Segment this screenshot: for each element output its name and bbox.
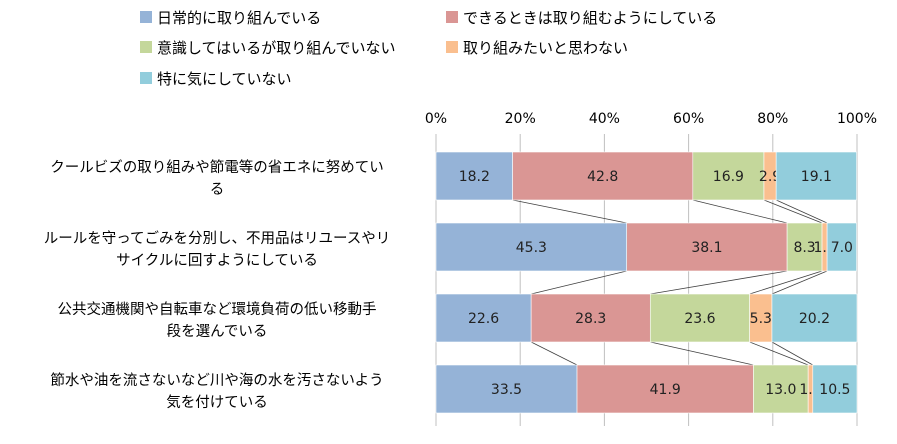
legend-label: できるときは取り組むようにしている	[463, 9, 717, 27]
data-label: 20.2	[799, 311, 830, 327]
legend-item: 意識してはいるが取り組んでいない	[140, 39, 396, 57]
series-line	[650, 270, 788, 295]
data-label: 13.0	[765, 382, 796, 398]
legend-swatch	[140, 72, 152, 84]
data-label: 28.3	[575, 311, 606, 327]
bar-segment	[775, 151, 857, 201]
series-line	[749, 341, 809, 366]
category-label-line: 気を付けている	[166, 394, 268, 411]
category-label-line: 節水や油を流さないなど川や海の水を汚さないよう	[50, 371, 383, 389]
bar-segment	[786, 222, 823, 272]
series-line	[531, 270, 627, 295]
legend-swatch	[446, 11, 458, 23]
legend-item: 取り組みたいと思わない	[446, 39, 628, 57]
series-line	[530, 341, 578, 366]
data-label: 41.9	[650, 382, 681, 398]
series-line	[771, 341, 813, 366]
data-label: 22.6	[468, 311, 499, 327]
category-label-line: る	[210, 182, 225, 198]
series-line	[776, 199, 828, 224]
legend-label: 日常的に取り組んでいる	[157, 9, 321, 27]
legend-item: できるときは取り組むようにしている	[446, 9, 717, 27]
bar-segment	[576, 364, 754, 414]
bar-segment	[812, 364, 858, 414]
x-tick-label: 100%	[837, 111, 877, 127]
data-label: 23.6	[684, 311, 715, 327]
category-label-line: 段を選んでいる	[167, 323, 268, 340]
bar-row: 18.2 42.8 16.9 2.9 19.1	[435, 151, 857, 201]
bar-segment	[435, 151, 513, 201]
series-line	[749, 270, 823, 295]
legend-label: 取り組みたいと思わない	[463, 39, 628, 57]
bar-segment	[435, 222, 628, 272]
bar-segment	[826, 222, 857, 272]
series-lines	[512, 199, 828, 366]
data-label: 18.2	[459, 169, 490, 185]
data-label: 19.1	[801, 169, 832, 185]
bar-segment	[753, 364, 809, 414]
category-label-line: 公共交通機関や自転車など環境負荷の低い移動手	[58, 300, 377, 318]
bar-segment	[435, 293, 532, 343]
legend-label: 意識してはいるが取り組んでいない	[157, 39, 396, 57]
legend-item: 日常的に取り組んでいる	[140, 9, 321, 27]
data-label: 38.1	[691, 240, 722, 256]
bar-row: 45.3 38.1 8.31.27.0	[435, 222, 857, 272]
data-label: 8.3	[793, 240, 815, 256]
legend-label: 特に気にしていない	[157, 70, 292, 88]
data-label: 42.8	[587, 169, 618, 185]
x-tick-label: 40%	[589, 111, 620, 127]
x-tick-label: 60%	[673, 111, 704, 127]
bar-row: 33.5 41.9 13.0 1.110.5	[435, 364, 858, 414]
series-line	[763, 199, 823, 224]
bar-row: 22.6 28.3 23.6 5.3 20.2	[435, 293, 858, 343]
bar-segment	[771, 293, 858, 343]
bar-segment	[649, 293, 750, 343]
category-label-line: クールビズの取り組みや節電等の省エネに努めてい	[50, 158, 384, 176]
x-tick-label: 0%	[425, 111, 447, 127]
data-label: 33.5	[491, 382, 522, 398]
category-labels: クールビズの取り組みや節電等の省エネに努めているルールを守ってごみを分別し、不用…	[44, 158, 391, 411]
bars: 18.2 42.8 16.9 2.9 19.145.3 38.1 8.31.27.022.6…	[435, 151, 858, 414]
data-label: 10.5	[819, 382, 850, 398]
bar-segment	[512, 151, 694, 201]
x-tick-label: 20%	[505, 111, 536, 127]
legend-item: 特に気にしていない	[140, 70, 292, 88]
bar-segment	[435, 364, 578, 414]
x-tick-label: 80%	[757, 111, 788, 127]
category-label-line: サイクルに回すようにしている	[116, 252, 318, 269]
series-line	[771, 270, 828, 295]
bar-segment	[530, 293, 651, 343]
legend-swatch	[140, 41, 152, 53]
x-axis-tick-labels: 0% 20% 40% 60% 80% 100%	[425, 111, 877, 127]
series-line	[692, 199, 788, 224]
legend: 日常的に取り組んでいる できるときは取り組むようにしている意識してはいるが取り組ん…	[140, 9, 717, 88]
category-label-line: ルールを守ってごみを分別し、不用品はリユースやリ	[44, 230, 391, 247]
legend-swatch	[446, 41, 458, 53]
series-line	[650, 341, 754, 366]
legend-swatch	[140, 11, 152, 23]
bar-segment	[626, 222, 788, 272]
data-label: 2.9	[759, 169, 781, 185]
data-label: 7.0	[831, 240, 853, 256]
data-label: 45.3	[516, 240, 547, 256]
series-line	[512, 199, 627, 224]
bar-segment	[692, 151, 765, 201]
data-label: 16.9	[713, 169, 744, 185]
data-label: 5.3	[750, 311, 772, 327]
